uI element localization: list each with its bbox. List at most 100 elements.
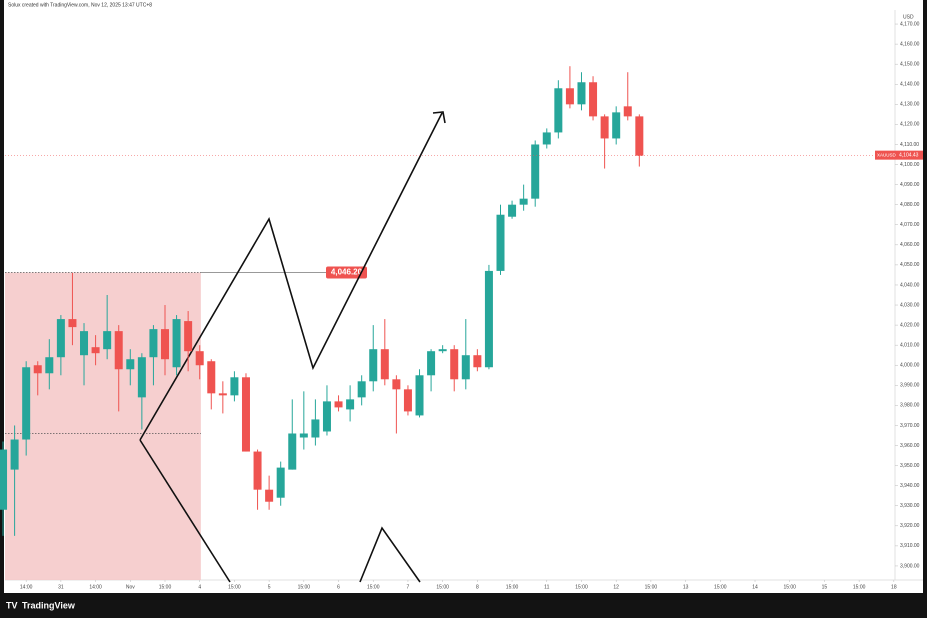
x-tick-label: 31 — [58, 584, 64, 590]
candle-body — [22, 367, 31, 440]
y-tick-label: 4,150.00 — [900, 62, 920, 68]
candle-body — [496, 214, 505, 271]
candle-body — [184, 321, 193, 352]
y-tick-label: 3,930.00 — [900, 503, 920, 509]
candle-body — [114, 331, 123, 370]
candle-body — [531, 144, 540, 199]
candle-body — [276, 467, 285, 498]
y-tick-label: 4,130.00 — [900, 102, 920, 108]
candle-body — [172, 319, 181, 368]
candle-body — [403, 389, 412, 412]
candle-body — [589, 82, 598, 117]
last-price-symbol: XAUUSD — [877, 152, 897, 157]
candle-body — [80, 331, 89, 356]
candle-body — [160, 329, 169, 360]
candle-body — [484, 270, 493, 368]
candle-body — [369, 349, 378, 382]
currency: USD — [903, 14, 914, 20]
x-tick-label: 6 — [337, 584, 340, 590]
candle-body — [554, 88, 563, 133]
y-tick-label: 4,020.00 — [900, 322, 920, 328]
x-tick-label: 14:00 — [89, 584, 102, 590]
y-tick-label: 3,970.00 — [900, 423, 920, 429]
drawing-line — [359, 526, 421, 583]
x-tick-label: 15:00 — [645, 584, 658, 590]
y-tick-label: 4,120.00 — [900, 122, 920, 128]
candle-body — [542, 132, 551, 145]
x-tick-label: 15:00 — [228, 584, 241, 590]
candle-body — [126, 359, 135, 370]
candle-body — [565, 88, 574, 105]
y-tick-label: 3,900.00 — [900, 563, 920, 569]
drawings: 4,046.20 — [5, 10, 923, 583]
candle-body — [68, 319, 77, 328]
x-tick-label: 15:00 — [575, 584, 588, 590]
candle-body — [137, 357, 146, 398]
y-tick-label: 3,920.00 — [900, 523, 920, 529]
x-tick-label: 15:00 — [367, 584, 380, 590]
candle-body — [577, 82, 586, 105]
y-tick-label: 4,090.00 — [900, 182, 920, 188]
candle-body — [288, 433, 297, 470]
y-tick-label: 3,950.00 — [900, 463, 920, 469]
y-tick-label: 4,080.00 — [900, 202, 920, 208]
candle-body — [438, 349, 447, 352]
y-tick-label: 4,050.00 — [900, 262, 920, 268]
x-tick-label: 12 — [613, 584, 619, 590]
y-tick-label: 3,940.00 — [900, 483, 920, 489]
candle-body — [45, 357, 54, 374]
drawing-line — [139, 439, 231, 583]
last-price-tag — [875, 150, 923, 160]
candle-body — [195, 351, 204, 366]
y-tick-label: 4,140.00 — [900, 82, 920, 88]
candle-body — [392, 379, 401, 390]
candle-body — [33, 365, 42, 374]
y-tick-label: 4,160.00 — [900, 41, 920, 47]
candle-body — [427, 351, 436, 376]
x-tick-label: 15:00 — [436, 584, 449, 590]
candle-body — [508, 204, 517, 217]
y-tick-label: 4,070.00 — [900, 222, 920, 228]
x-tick-label: 15:00 — [853, 584, 866, 590]
candle-body — [207, 361, 216, 394]
y-tick-label: 4,170.00 — [900, 21, 920, 27]
candle-body — [519, 198, 528, 205]
y-tick-label: 4,100.00 — [900, 162, 920, 168]
x-tick-label: 5 — [268, 584, 271, 590]
candle-body — [56, 319, 65, 358]
y-tick-label: 4,030.00 — [900, 302, 920, 308]
y-tick-label: 4,000.00 — [900, 363, 920, 369]
y-tick-label: 4,110.00 — [900, 142, 919, 148]
x-tick-label: 15:00 — [714, 584, 727, 590]
candle-body — [91, 347, 100, 354]
level-tag — [326, 266, 367, 279]
y-tick-label: 4,060.00 — [900, 242, 920, 248]
candle-body — [299, 433, 308, 438]
brand: TradingView — [22, 600, 76, 610]
candle-body — [415, 375, 424, 416]
x-tick-label: 15:00 — [159, 584, 172, 590]
y-tick-label: 3,960.00 — [900, 443, 920, 449]
candle-body — [218, 393, 227, 396]
candle-body — [346, 399, 355, 410]
y-tick-label: 4,040.00 — [900, 282, 920, 288]
y-tick-label: 3,910.00 — [900, 543, 920, 549]
candle-body — [635, 116, 644, 156]
candle-body — [265, 489, 274, 502]
x-tick-label: 15 — [822, 584, 828, 590]
candle-body — [241, 377, 250, 452]
drawing-line — [432, 111, 446, 124]
candle-body — [103, 331, 112, 350]
level-label: 4,046.20 — [331, 268, 363, 277]
candle-body — [253, 451, 262, 490]
candle-body — [612, 112, 621, 139]
y-tick-label: 3,980.00 — [900, 403, 920, 409]
candle-body — [230, 377, 239, 396]
x-tick-label: 18 — [891, 584, 897, 590]
candle-body — [10, 439, 19, 470]
candle-body — [334, 401, 343, 408]
x-tick-label: 15:00 — [298, 584, 311, 590]
candle-body — [149, 329, 158, 358]
